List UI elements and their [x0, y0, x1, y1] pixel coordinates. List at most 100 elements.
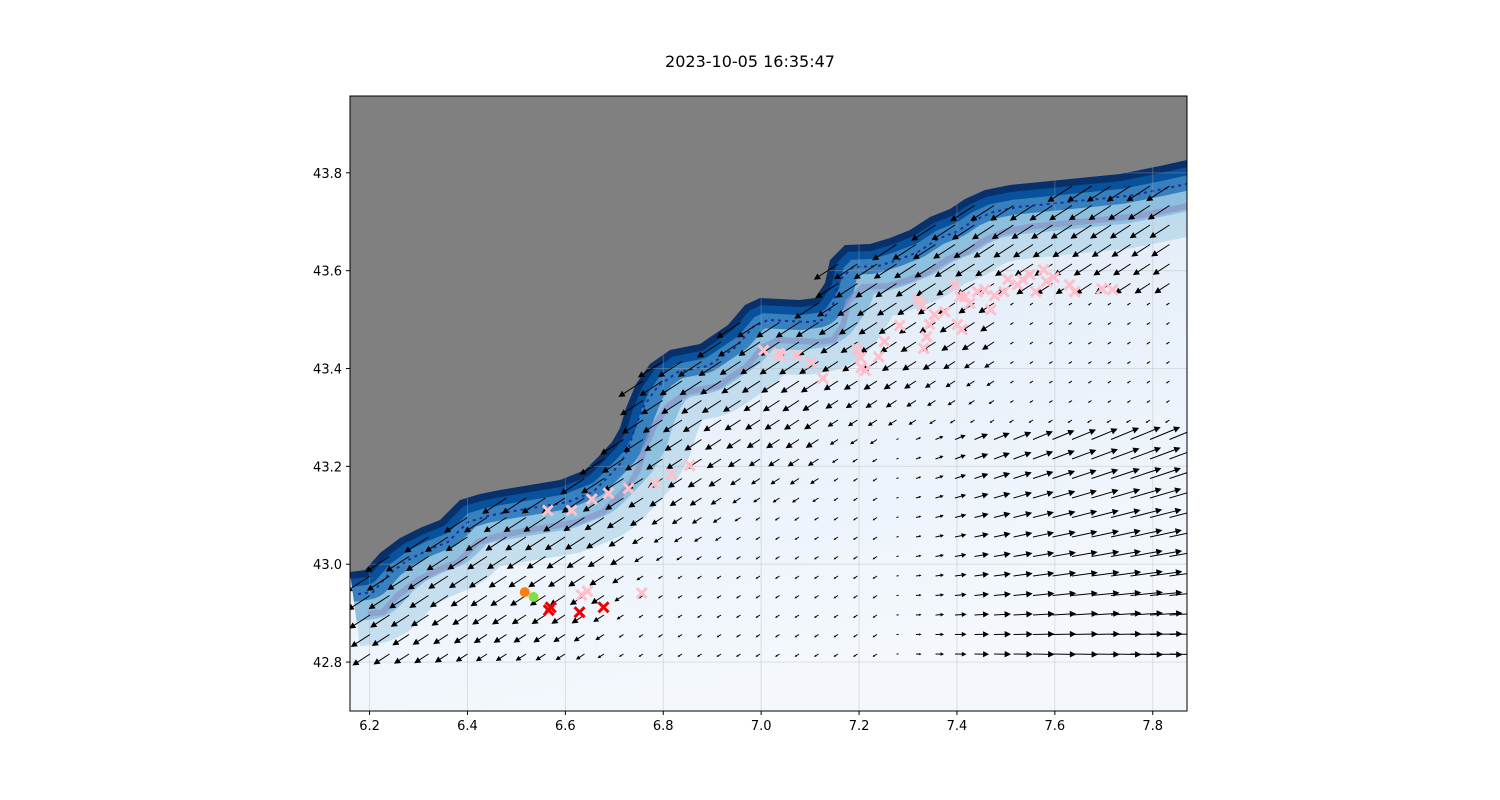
current-arrow [543, 517, 566, 532]
current-arrow [970, 205, 995, 221]
current-arrow [1106, 185, 1131, 202]
current-arrow [1013, 591, 1033, 598]
current-arrow [833, 653, 839, 657]
current-arrow [915, 437, 922, 440]
current-arrow [845, 400, 858, 409]
current-arrow [954, 434, 966, 440]
current-arrow [1146, 361, 1151, 364]
current-arrow [1032, 450, 1054, 460]
current-arrow [794, 595, 800, 599]
current-arrow [906, 400, 917, 407]
pink-x-marker [790, 349, 803, 362]
current-arrow [1091, 529, 1120, 538]
current-arrow [915, 456, 922, 460]
current-arrow [812, 497, 819, 503]
x-tick-label: 7.4 [947, 719, 968, 734]
current-arrow [1029, 361, 1034, 364]
current-arrow [350, 595, 371, 610]
current-arrow [738, 341, 761, 356]
current-arrow [1090, 224, 1112, 239]
current-arrow [434, 653, 449, 663]
current-arrow [974, 512, 989, 519]
current-arrow [974, 532, 989, 539]
current-arrow [1109, 224, 1131, 239]
current-arrow [736, 322, 761, 338]
current-arrow [833, 614, 839, 618]
red-x-marker [544, 601, 557, 614]
current-arrow [1032, 430, 1053, 440]
current-arrow [696, 341, 722, 358]
current-arrow [880, 341, 897, 353]
current-arrow [1048, 302, 1053, 306]
current-arrow [575, 653, 585, 660]
current-arrow [1169, 512, 1187, 518]
current-arrow [472, 614, 488, 625]
current-arrow [748, 458, 761, 467]
current-arrow [1070, 224, 1092, 239]
current-arrow [833, 517, 839, 521]
pink-x-marker [1040, 275, 1053, 288]
red-x-marker [573, 606, 586, 619]
current-arrow [755, 556, 761, 560]
current-arrow [1032, 470, 1054, 479]
current-arrow [1130, 446, 1162, 460]
current-arrow [896, 496, 899, 499]
current-arrow [387, 575, 410, 591]
current-arrow [1013, 511, 1033, 518]
current-arrow [470, 595, 488, 607]
current-arrow [1131, 244, 1151, 257]
current-arrow [618, 380, 644, 397]
current-arrow [853, 263, 878, 280]
current-arrow [815, 283, 839, 299]
current-arrow [935, 652, 945, 656]
current-arrow [618, 634, 624, 638]
current-arrow [770, 478, 780, 485]
current-arrow [915, 652, 922, 656]
current-arrow [833, 595, 839, 599]
current-arrow [991, 224, 1014, 240]
current-arrow [935, 553, 944, 558]
current-arrow [949, 419, 956, 424]
current-arrow [904, 380, 917, 389]
current-arrow [1146, 341, 1151, 345]
current-arrow [829, 439, 839, 445]
current-arrow [1071, 509, 1098, 518]
current-arrow [706, 458, 722, 469]
current-arrow [453, 634, 468, 644]
current-arrow [508, 575, 527, 588]
current-arrow [1147, 205, 1170, 220]
current-arrow [1071, 610, 1098, 618]
current-arrow [915, 633, 922, 636]
current-arrow [1013, 650, 1033, 658]
current-arrow [697, 595, 702, 599]
current-arrow [1126, 341, 1131, 345]
pink-x-marker [915, 299, 928, 312]
current-arrow [1009, 341, 1014, 345]
current-arrow [716, 653, 722, 657]
current-arrow [1032, 610, 1055, 618]
current-arrow [833, 478, 839, 482]
current-arrow [775, 536, 780, 540]
current-arrow [954, 533, 967, 538]
current-arrow [935, 475, 944, 479]
current-arrow [1107, 361, 1112, 364]
current-arrow [935, 514, 944, 518]
current-arrow [1091, 610, 1120, 617]
current-arrow [1110, 467, 1140, 479]
current-arrow [853, 497, 858, 501]
current-arrow [755, 517, 761, 521]
current-arrow [912, 244, 936, 260]
current-arrow [586, 536, 605, 549]
current-arrow [1067, 185, 1092, 202]
current-arrow [1130, 487, 1162, 499]
pink-x-marker [928, 308, 941, 321]
current-arrow [896, 438, 899, 440]
current-arrow [947, 400, 956, 406]
current-arrow [1149, 224, 1170, 239]
current-arrow [638, 614, 644, 618]
current-arrow [993, 631, 1012, 638]
current-arrow [651, 517, 663, 525]
current-arrow [1013, 431, 1032, 440]
current-arrow [1013, 491, 1032, 499]
current-arrow [1048, 361, 1053, 364]
